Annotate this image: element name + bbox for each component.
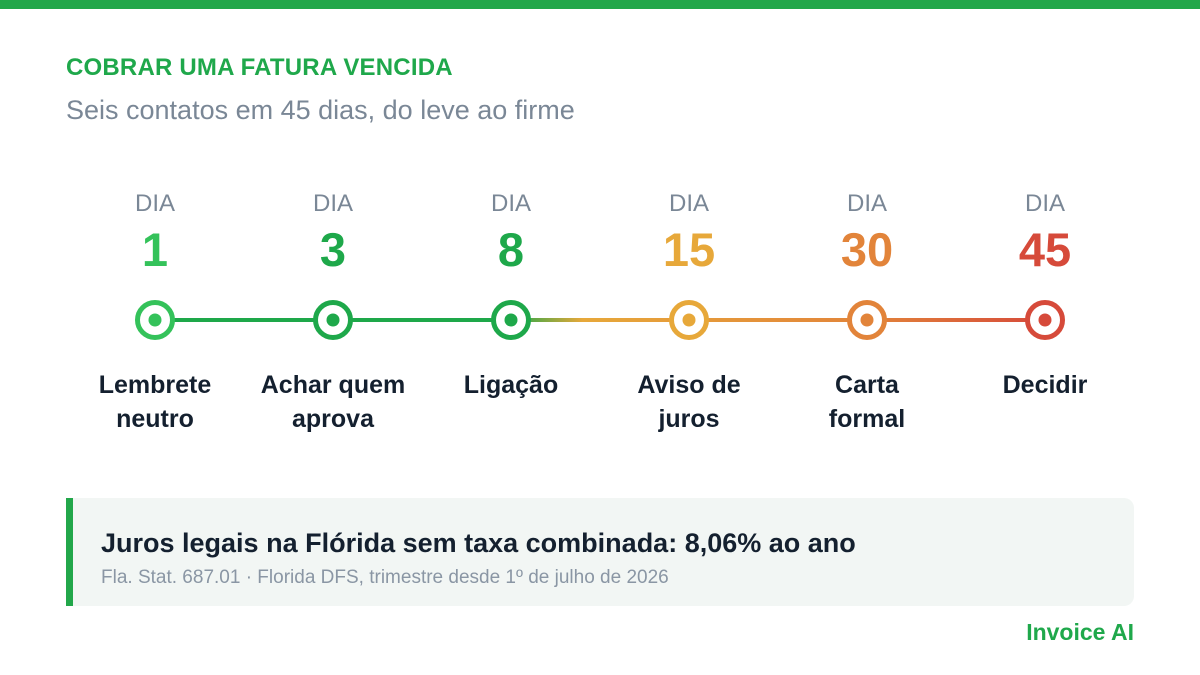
- step-marker: [1025, 300, 1065, 340]
- top-accent-bar: [0, 0, 1200, 9]
- step-day-number: 15: [662, 223, 716, 276]
- step-marker: [847, 300, 887, 340]
- step-day-number: 1: [141, 223, 169, 276]
- step-action-label: Carta formal: [767, 368, 967, 436]
- step-action-line1: Aviso de: [637, 371, 741, 399]
- step-action-label: Ligação: [411, 368, 611, 402]
- step-marker: [313, 300, 353, 340]
- step-action-label: Lembrete neutro: [55, 368, 255, 436]
- step-action-label: Achar quem aprova: [233, 368, 433, 436]
- step-action-line1: Carta: [835, 371, 899, 399]
- step-marker: [491, 300, 531, 340]
- step-marker-dot: [1038, 313, 1052, 327]
- callout-title: Juros legais na Flórida sem taxa combina…: [101, 528, 856, 558]
- step-marker-dot: [326, 313, 340, 327]
- step-day-label: DIA: [668, 190, 709, 217]
- step-action-line1: Decidir: [1002, 371, 1088, 399]
- step-day-number: 30: [840, 223, 894, 276]
- step-action-line1: Lembrete: [98, 371, 212, 399]
- step-marker-dot: [148, 313, 162, 327]
- step-action-label: Decidir: [945, 368, 1145, 402]
- step-day-label: DIA: [134, 190, 175, 217]
- step-day-label: DIA: [312, 190, 353, 217]
- step-day-label: DIA: [490, 190, 531, 217]
- step-action-line2: formal: [828, 405, 906, 433]
- step-action-line2: neutro: [116, 405, 194, 433]
- step-action-line2: aprova: [292, 405, 374, 433]
- step-day-number: 45: [1018, 223, 1072, 276]
- brand-logo: Invoice AI: [1026, 619, 1134, 645]
- step-day-number: 3: [319, 223, 347, 276]
- step-action-label: Aviso de juros: [589, 368, 789, 436]
- step-action-line1: Ligação: [463, 371, 559, 399]
- interest-callout: Juros legais na Flórida sem taxa combina…: [66, 498, 1134, 606]
- step-action-line2: juros: [658, 405, 720, 433]
- step-day-number: 8: [497, 223, 525, 276]
- step-marker: [135, 300, 175, 340]
- step-marker-dot: [682, 313, 696, 327]
- step-marker: [669, 300, 709, 340]
- step-day-label: DIA: [846, 190, 887, 217]
- step-action-line1: Achar quem: [260, 371, 406, 399]
- step-marker-dot: [504, 313, 518, 327]
- subtitle: Seis contatos em 45 dias, do leve ao fir…: [66, 95, 575, 125]
- eyebrow-title: COBRAR UMA FATURA VENCIDA: [66, 54, 453, 81]
- step-day-label: DIA: [1024, 190, 1065, 217]
- callout-source: Fla. Stat. 687.01 · Florida DFS, trimest…: [101, 567, 669, 588]
- step-marker-dot: [860, 313, 874, 327]
